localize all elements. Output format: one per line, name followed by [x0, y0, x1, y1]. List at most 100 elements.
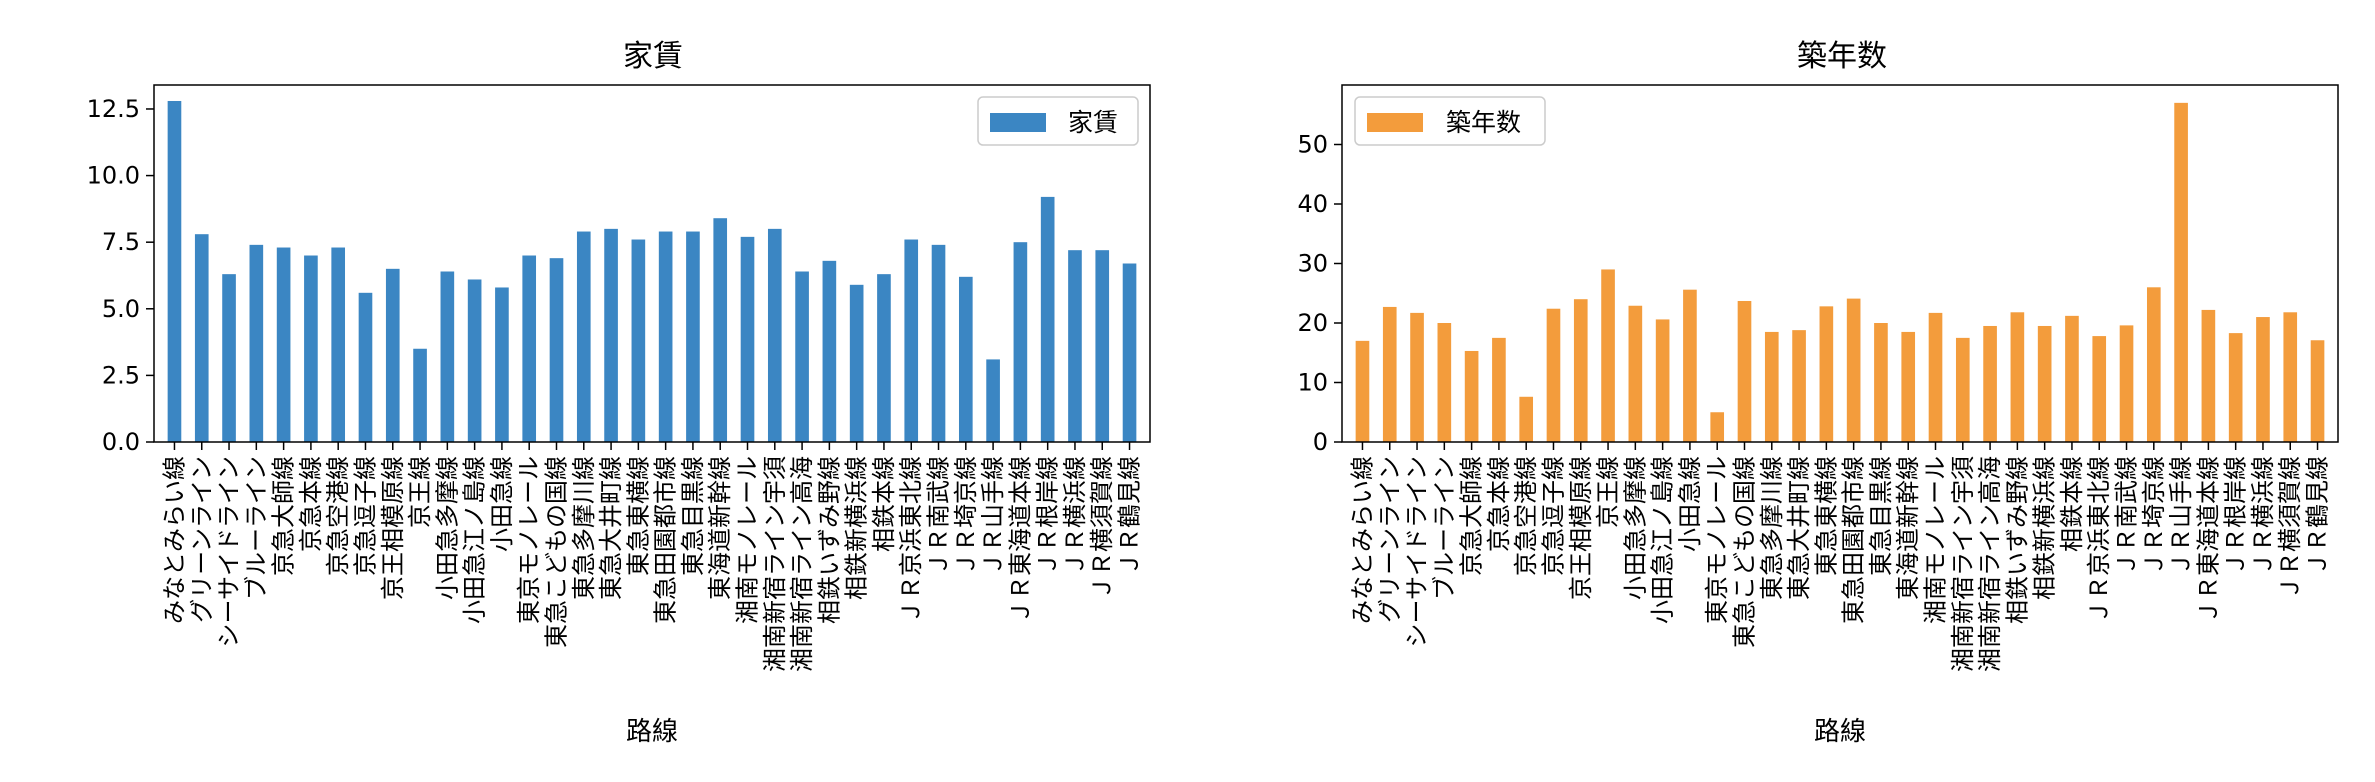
age-x-axis: みなとみらい線 グリーンライン シーサイドライン ブルーライン 京急大師線 京急本線 京急空… — [1348, 442, 2332, 672]
age-bar — [1928, 312, 1943, 442]
rent-x-tick-label: グリーンライン — [188, 456, 216, 623]
age-x-tick-label: 相鉄本線 — [2058, 456, 2086, 552]
age-y-tick-label: 0 — [1313, 428, 1328, 456]
rent-plot-frame — [153, 84, 1151, 443]
age-x-tick-label: ＪＲ横浜線 — [2249, 456, 2277, 576]
rent-chart: 家賃 0.0 2.5 5.0 7.5 10.0 12.5 みなとみらい線 グリーンライン シー… — [87, 39, 1151, 747]
rent-bar — [522, 255, 537, 442]
rent-x-tick-label: ＪＲ横浜線 — [1061, 456, 1089, 576]
rent-x-tick-label: 京急大師線 — [270, 456, 298, 576]
rent-legend-swatch — [990, 113, 1046, 132]
age-x-tick-label: 東急大井町線 — [1785, 456, 1813, 600]
age-x-tick-label: 湘南新宿ライン宇須 — [1949, 456, 1977, 672]
rent-x-tick-label: 相鉄本線 — [870, 456, 898, 552]
age-bar — [2201, 309, 2216, 442]
rent-y-axis: 0.0 2.5 5.0 7.5 10.0 12.5 — [87, 95, 154, 456]
rent-x-tick-label: ＪＲ東海道本線 — [1006, 456, 1034, 624]
rent-y-tick-label: 12.5 — [87, 95, 140, 123]
rent-bar — [849, 284, 864, 442]
age-x-tick-label: 東急東横線 — [1812, 456, 1840, 576]
age-x-tick-label: 東急田園都市線 — [1840, 456, 1868, 624]
age-x-tick-label: みなとみらい線 — [1348, 456, 1376, 624]
age-x-tick-label: 東京モノレール — [1703, 456, 1731, 624]
age-x-tick-label: 京王線 — [1594, 456, 1622, 528]
rent-bar — [795, 271, 809, 442]
age-plot-frame — [1341, 84, 2339, 443]
age-x-tick-label: 小田急江ノ島線 — [1649, 456, 1677, 624]
age-bar — [1355, 340, 1370, 442]
rent-legend: 家賃 — [977, 96, 1139, 146]
rent-x-tick-label: 相鉄いずみ野線 — [815, 456, 843, 624]
rent-x-tick-label: 東急目黒線 — [679, 456, 707, 576]
age-bar — [1573, 299, 1588, 442]
rent-x-tick-label: 東急田園都市線 — [652, 456, 680, 624]
rent-bar — [222, 274, 236, 442]
age-x-tick-label: 小田急線 — [1676, 456, 1704, 552]
rent-x-tick-label: 東海道新幹線 — [706, 456, 734, 600]
rent-bar — [549, 258, 564, 442]
rent-bar — [713, 218, 728, 442]
rent-bar — [576, 231, 591, 442]
rent-bar — [276, 247, 291, 442]
rent-bars — [167, 100, 1137, 442]
rent-x-tick-label: ＪＲ南武線 — [925, 456, 953, 576]
rent-y-tick-label: 7.5 — [102, 228, 140, 256]
age-bar — [1519, 396, 1534, 442]
rent-bar — [1068, 250, 1082, 442]
rent-x-tick-label: ＪＲ埼京線 — [952, 456, 980, 576]
rent-chart-title: 家賃 — [623, 39, 683, 74]
rent-bar — [822, 260, 837, 442]
rent-x-tick-label: 京急逗子線 — [351, 456, 379, 576]
age-x-tick-label: ＪＲ横須賀線 — [2276, 456, 2304, 600]
age-bar — [1764, 331, 1779, 442]
age-x-tick-label: 東海道新幹線 — [1894, 456, 1922, 600]
rent-bar — [877, 274, 891, 442]
age-x-axis-label: 路線 — [1814, 717, 1866, 747]
rent-x-tick-label: 東急大井町線 — [597, 456, 625, 600]
rent-x-tick-label: ＪＲ横須賀線 — [1088, 456, 1116, 600]
rent-x-tick-label: 小田急江ノ島線 — [461, 456, 489, 624]
rent-x-tick-label: ＪＲ根岸線 — [1034, 456, 1062, 576]
rent-bar — [986, 359, 1000, 442]
rent-x-axis: みなとみらい線 グリーンライン シーサイドライン ブルーライン 京急大師線 京急本線 京急空… — [160, 442, 1144, 672]
rent-x-tick-label: シーサイドライン — [215, 456, 243, 648]
age-bar — [1628, 305, 1643, 442]
age-bar — [1983, 325, 1997, 442]
rent-y-tick-label: 10.0 — [87, 162, 140, 190]
rent-bar — [631, 239, 646, 442]
age-bar — [2310, 340, 2325, 442]
age-bar — [1874, 323, 1888, 442]
age-bar — [2010, 312, 2025, 442]
rent-x-tick-label: 小田急線 — [488, 456, 516, 552]
rent-bar — [686, 231, 700, 442]
rent-legend-box — [977, 96, 1139, 146]
age-bars — [1355, 102, 2325, 442]
age-legend-swatch — [1367, 113, 1423, 132]
age-x-tick-label: ブルーライン — [1430, 456, 1458, 600]
age-x-tick-label: ＪＲ根岸線 — [2222, 456, 2250, 576]
rent-bar — [1095, 250, 1110, 442]
rent-bar — [331, 247, 346, 442]
age-x-tick-label: グリーンライン — [1376, 456, 1404, 623]
age-bar — [1437, 323, 1452, 442]
age-bar — [1737, 300, 1752, 442]
age-bar — [2119, 325, 2134, 442]
rent-bar — [304, 255, 318, 442]
age-x-tick-label: ＪＲ山手線 — [2167, 456, 2195, 576]
rent-x-tick-label: 湘南モノレール — [734, 456, 762, 624]
rent-bar — [467, 279, 482, 442]
rent-bar — [358, 292, 373, 442]
age-y-axis: 0 10 20 30 40 50 — [1297, 131, 1342, 456]
age-bar — [2065, 315, 2079, 442]
rent-bar — [440, 271, 455, 442]
rent-bar — [385, 268, 400, 442]
age-bar — [2228, 333, 2243, 442]
age-legend-box — [1354, 96, 1546, 146]
rent-x-tick-label: 湘南新宿ライン宇須 — [761, 456, 789, 672]
rent-bar — [167, 100, 182, 442]
rent-x-tick-label: ブルーライン — [242, 456, 270, 600]
rent-x-tick-label: 京急空港線 — [324, 456, 352, 576]
age-bar — [1792, 330, 1806, 442]
age-legend: 築年数 — [1354, 96, 1546, 146]
rent-x-tick-label: 京急本線 — [297, 456, 325, 552]
